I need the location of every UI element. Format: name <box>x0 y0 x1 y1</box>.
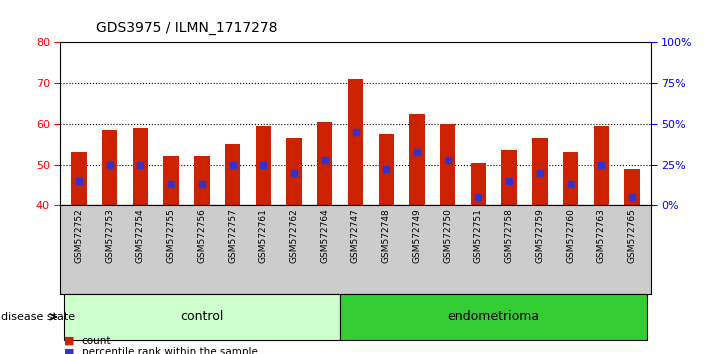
Text: GSM572749: GSM572749 <box>412 208 422 263</box>
Bar <box>164 156 178 205</box>
Bar <box>533 138 547 205</box>
Text: control: control <box>180 310 223 323</box>
Text: GSM572754: GSM572754 <box>136 208 145 263</box>
Text: GSM572757: GSM572757 <box>228 208 237 263</box>
Bar <box>194 156 210 205</box>
Bar <box>317 122 333 205</box>
Bar <box>225 144 240 205</box>
Bar <box>501 150 517 205</box>
Text: disease state: disease state <box>1 312 75 322</box>
Text: GSM572763: GSM572763 <box>597 208 606 263</box>
Bar <box>348 79 363 205</box>
Text: ■: ■ <box>64 336 75 346</box>
Bar <box>287 138 301 205</box>
Bar <box>378 134 394 205</box>
Bar <box>410 114 424 205</box>
Text: GDS3975 / ILMN_1717278: GDS3975 / ILMN_1717278 <box>96 21 277 35</box>
Text: GSM572756: GSM572756 <box>198 208 206 263</box>
Text: GSM572760: GSM572760 <box>566 208 575 263</box>
Text: GSM572761: GSM572761 <box>259 208 268 263</box>
Text: GSM572747: GSM572747 <box>351 208 360 263</box>
Text: GSM572758: GSM572758 <box>505 208 513 263</box>
Text: GSM572748: GSM572748 <box>382 208 391 263</box>
Text: GSM572762: GSM572762 <box>289 208 299 263</box>
Text: endometrioma: endometrioma <box>448 310 540 323</box>
Bar <box>340 294 648 340</box>
Text: ■: ■ <box>64 347 75 354</box>
Bar <box>563 152 578 205</box>
Text: count: count <box>82 336 111 346</box>
Bar <box>440 124 455 205</box>
Bar <box>63 294 340 340</box>
Bar <box>594 126 609 205</box>
Text: GSM572752: GSM572752 <box>75 208 83 263</box>
Bar <box>102 130 117 205</box>
Bar <box>71 152 87 205</box>
Text: GSM572751: GSM572751 <box>474 208 483 263</box>
Text: GSM572759: GSM572759 <box>535 208 545 263</box>
Bar <box>256 126 271 205</box>
Bar <box>133 128 148 205</box>
Text: percentile rank within the sample: percentile rank within the sample <box>82 347 257 354</box>
Text: GSM572764: GSM572764 <box>320 208 329 263</box>
Text: GSM572753: GSM572753 <box>105 208 114 263</box>
Text: GSM572765: GSM572765 <box>628 208 636 263</box>
Bar <box>471 162 486 205</box>
Text: GSM572755: GSM572755 <box>166 208 176 263</box>
Text: GSM572750: GSM572750 <box>443 208 452 263</box>
Bar <box>624 169 640 205</box>
